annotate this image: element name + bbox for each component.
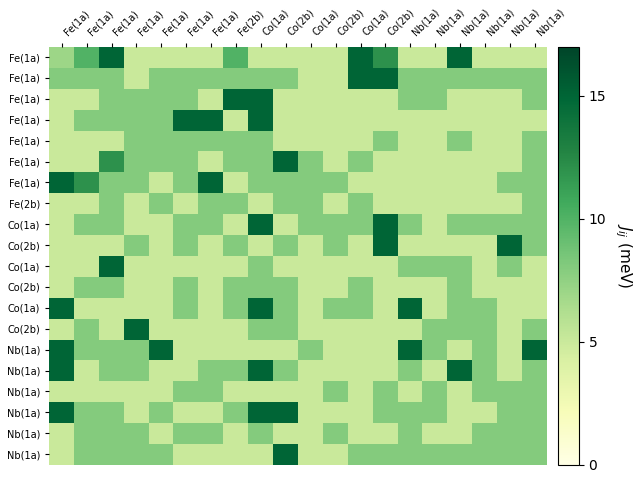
Y-axis label: $J_{ij}$ (meV): $J_{ij}$ (meV) (613, 223, 634, 288)
